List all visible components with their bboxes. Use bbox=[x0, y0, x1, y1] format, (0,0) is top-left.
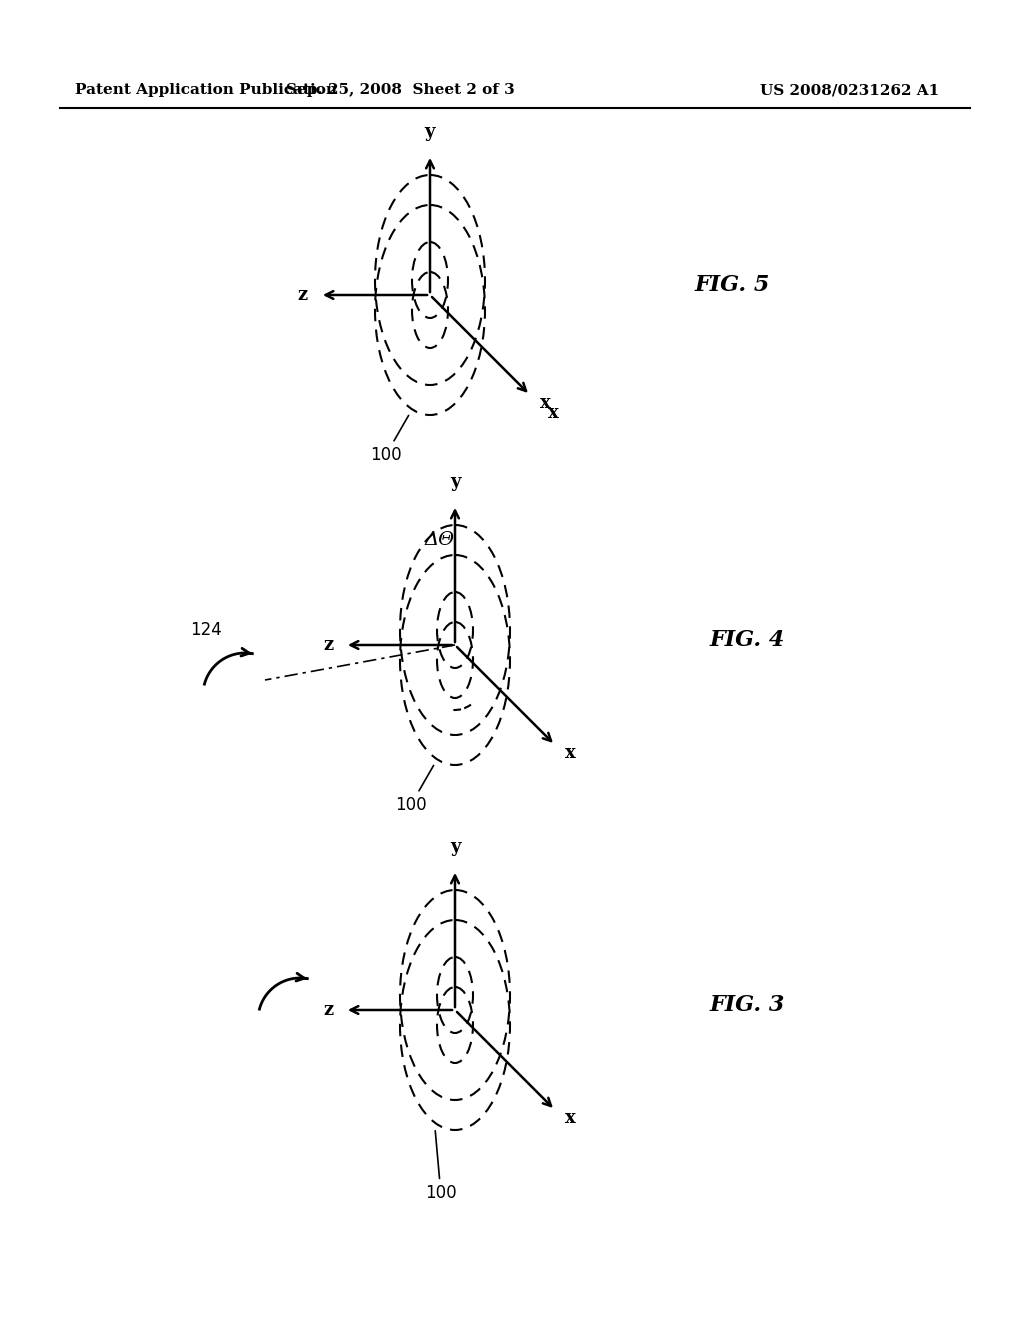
Text: z: z bbox=[298, 286, 308, 304]
Text: FIG. 5: FIG. 5 bbox=[695, 275, 770, 296]
Text: z: z bbox=[323, 636, 333, 653]
Text: z: z bbox=[323, 1001, 333, 1019]
Text: US 2008/0231262 A1: US 2008/0231262 A1 bbox=[760, 83, 939, 96]
Text: FIG. 4: FIG. 4 bbox=[710, 630, 785, 651]
Text: x: x bbox=[548, 404, 559, 422]
Text: y: y bbox=[425, 123, 435, 141]
Text: x: x bbox=[540, 393, 551, 412]
Text: 100: 100 bbox=[395, 766, 433, 814]
Text: x: x bbox=[565, 744, 575, 762]
Text: y: y bbox=[450, 838, 460, 855]
Text: ΔΘ: ΔΘ bbox=[425, 531, 455, 549]
Text: 100: 100 bbox=[370, 416, 409, 465]
Text: 124: 124 bbox=[190, 620, 222, 639]
Text: FIG. 3: FIG. 3 bbox=[710, 994, 785, 1016]
Text: Patent Application Publication: Patent Application Publication bbox=[75, 83, 337, 96]
Text: Sep. 25, 2008  Sheet 2 of 3: Sep. 25, 2008 Sheet 2 of 3 bbox=[286, 83, 514, 96]
Text: x: x bbox=[565, 1109, 575, 1127]
Text: y: y bbox=[450, 473, 460, 491]
Text: 100: 100 bbox=[425, 1131, 457, 1203]
